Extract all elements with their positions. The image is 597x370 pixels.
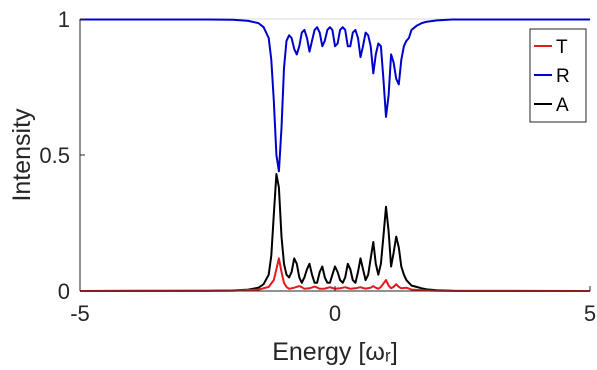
legend: TRA [529,28,587,123]
y-axis-title: Intensity [8,108,36,202]
x-axis-title: Energy [ωᵣ] [272,338,398,366]
y-tick-label: 0.5 [39,143,70,168]
series-line-t [79,257,590,292]
x-tick-label: -5 [70,301,90,326]
legend-label-a: A [556,95,569,116]
series-line-r [80,18,590,173]
y-tick-label: 1 [58,7,70,32]
y-tick-label: 0 [58,279,70,304]
legend-label-r: R [556,66,570,87]
legend-label-t: T [556,37,568,58]
x-tick-label: 5 [584,301,596,326]
series-line-a [79,173,591,292]
axes-layer: -5 0 500.51 [39,7,596,326]
x-tick-label: 0 [329,301,341,326]
series-layer [79,18,591,292]
